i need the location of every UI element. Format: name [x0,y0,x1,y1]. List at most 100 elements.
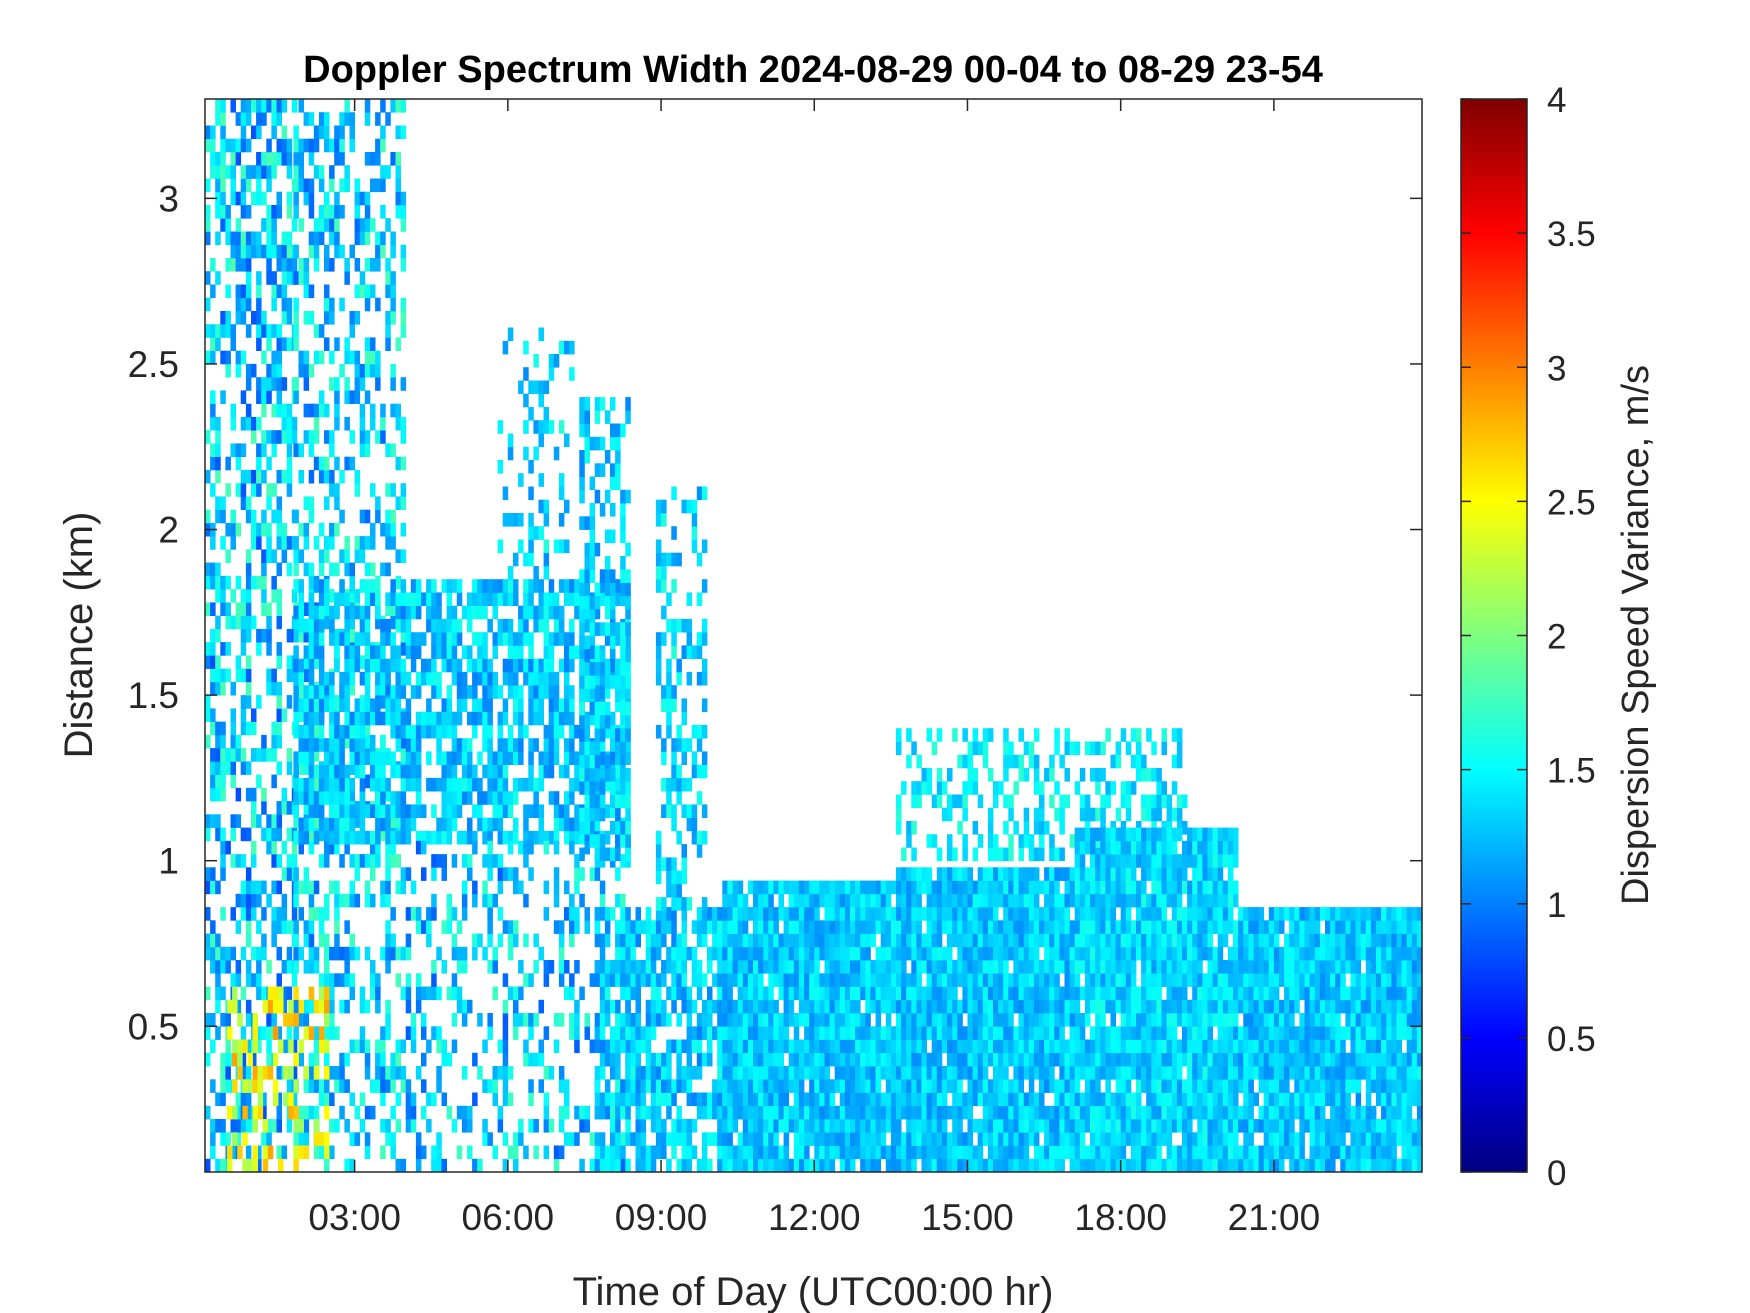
heatmap-cell [824,1026,830,1040]
heatmap-cell [266,324,272,338]
heatmap-cell [276,1066,282,1080]
heatmap-cell [276,1092,282,1107]
heatmap-cell [308,575,315,590]
heatmap-cell [313,579,320,593]
heatmap-cell [421,920,427,934]
heatmap-cell [579,450,585,464]
heatmap-cell [375,575,381,590]
heatmap-cell [286,655,293,669]
heatmap-cell [1018,1026,1024,1040]
heatmap-cell [901,1052,907,1067]
heatmap-cell [431,1092,437,1107]
heatmap-cell [696,1105,703,1120]
heatmap-cell [701,973,708,987]
heatmap-cell [574,764,580,779]
heatmap-cell [610,711,616,726]
heatmap-cell [620,529,626,544]
heatmap-cell [256,152,262,166]
heatmap-cell [364,284,371,299]
heatmap-cell [318,1079,325,1093]
heatmap-cell [936,1145,943,1160]
heatmap-cell [732,973,739,987]
heatmap-cell [400,592,407,606]
heatmap-cell [421,867,427,881]
heatmap-cell [286,191,293,206]
heatmap-cell [390,711,396,726]
heatmap-cell [303,920,310,934]
heatmap-cell [528,552,534,567]
heatmap-cell [313,655,320,669]
heatmap-cell [251,244,257,259]
heatmap-cell [962,880,968,895]
heatmap-cell [385,1119,391,1133]
heatmap-cell [507,1066,514,1080]
heatmap-cell [359,403,366,418]
heatmap-cell [380,751,386,765]
heatmap-cell [553,539,560,554]
heatmap-cell [502,738,509,752]
heatmap-cell [528,658,534,673]
heatmap-cell [819,1039,825,1054]
heatmap-cell [215,1092,221,1107]
heatmap-cell [364,854,371,868]
heatmap-cell [513,986,519,1001]
heatmap-cell [385,509,391,524]
heatmap-cell [339,297,345,312]
heatmap-cell [671,1119,677,1133]
heatmap-cell [753,1105,759,1120]
heatmap-cell [245,112,252,126]
heatmap-cell [271,350,277,365]
heatmap-cell [661,513,667,527]
heatmap-cell [477,605,483,620]
heatmap-cell [809,1105,815,1120]
heatmap-cell [410,632,417,646]
heatmap-cell [804,920,810,934]
heatmap-cell [967,1052,973,1067]
heatmap-cell [727,1039,733,1054]
heatmap-cell [686,777,693,792]
heatmap-cell [410,764,417,779]
heatmap-cell [380,695,386,709]
heatmap-cell [681,857,687,871]
heatmap-cell [230,337,236,351]
heatmap-cell [339,1105,345,1120]
heatmap-cell [324,698,330,712]
heatmap-cell [291,430,298,444]
heatmap-cell [225,1013,231,1027]
heatmap-cell [215,575,221,590]
heatmap-cell [696,1039,703,1054]
heatmap-cell [225,960,231,974]
heatmap-cell [788,946,795,961]
heatmap-cell [747,999,754,1014]
heatmap-cell [584,675,590,689]
heatmap-cell [251,907,257,921]
heatmap-cell [1039,1079,1045,1093]
heatmap-cell [235,615,242,630]
heatmap-cell [400,218,407,232]
heatmap-cell [788,920,795,934]
heatmap-cell [538,658,544,673]
heatmap-cell [962,933,968,948]
heatmap-cell [220,1119,226,1133]
heatmap-cell [753,946,759,961]
heatmap-cell [456,698,463,712]
heatmap-cell [737,920,744,934]
heatmap-cell [298,1105,304,1120]
heatmap-cell [676,897,682,911]
heatmap-cell [722,1039,728,1054]
heatmap-cell [610,503,616,517]
heatmap-cell [538,804,544,818]
heatmap-cell [824,893,830,908]
heatmap-cell [281,787,288,802]
heatmap-cell [916,973,922,987]
heatmap-cell [589,807,596,822]
heatmap-cell [742,1105,749,1120]
heatmap-cell [599,893,606,908]
heatmap-cell [885,1039,892,1054]
heatmap-cell [982,1119,989,1133]
heatmap-cell [793,1026,800,1040]
heatmap-cell [205,695,211,709]
heatmap-cell [235,522,242,537]
heatmap-cell [1018,1052,1024,1067]
heatmap-cell [487,854,493,868]
